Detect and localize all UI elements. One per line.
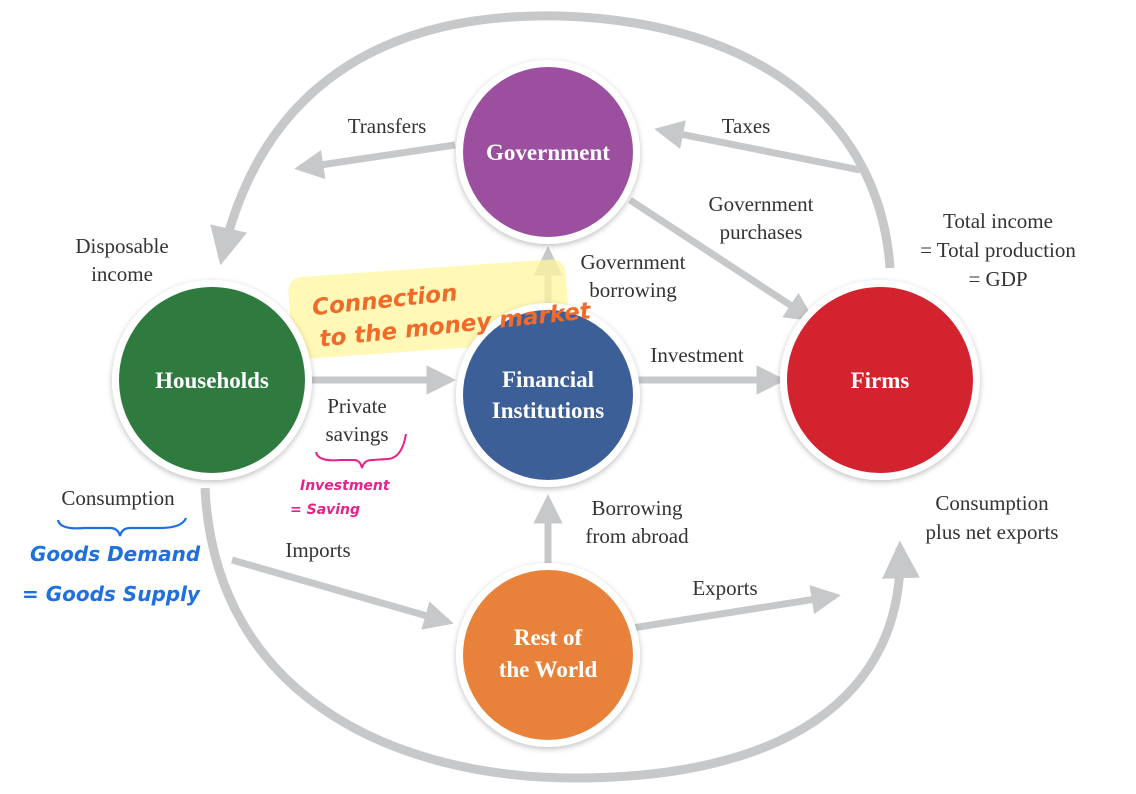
outer-flow-arrows [200,11,920,783]
disposable-income-line2: income [91,262,153,286]
rest-of-world-circle [463,570,633,740]
outer-arc-top [210,11,895,269]
imports-arrow [231,556,454,630]
financial-circle [463,310,633,480]
consumption-net-exports-line1: Consumption [935,491,1049,515]
borrowing-from-abroad-line1: Borrowing [592,496,683,520]
transfers-label: Transfers [348,114,427,138]
node-government: Government [456,60,640,244]
firms-circle [787,287,973,473]
rest-of-world-label-line1: Rest of [514,625,583,650]
disposable-income-line1: Disposable [75,234,168,258]
node-firms: Firms [780,280,980,480]
flow-labels: Transfers Taxes Disposable income Govern… [61,114,1076,600]
taxes-arrow [654,120,861,174]
outer-arc-bottom [200,487,920,783]
government-circle [463,67,633,237]
goods-note-line2: = Goods Supply [22,582,201,606]
government-purchases-arrow [628,197,815,322]
government-borrowing-line1: Government [581,250,686,274]
total-income-line3: = GDP [968,267,1027,291]
government-purchases-line2: purchases [720,220,803,244]
taxes-label: Taxes [722,114,771,138]
consumption-net-exports-line2: plus net exports [926,520,1059,544]
node-rest-of-world: Rest of the World [456,563,640,747]
investment-saving-note-line2: = Saving [290,502,360,518]
node-financial-institutions: Financial Institutions [456,303,640,487]
households-label: Households [155,368,269,393]
government-purchases-line1: Government [709,192,814,216]
borrowing-from-abroad-line2: from abroad [585,524,689,548]
firms-label: Firms [851,368,910,393]
imports-label: Imports [285,538,350,562]
consumption-brace [56,517,188,537]
savings-brace [315,433,407,469]
private-savings-line1: Private [327,394,386,418]
rest-of-world-label-line2: the World [499,657,598,682]
total-income-line2: = Total production [920,238,1076,262]
investment-label: Investment [650,343,743,367]
exports-arrow [631,585,841,632]
financial-label-line1: Financial [502,367,594,392]
private-savings-line2: savings [326,422,389,446]
node-households: Households [112,280,312,480]
consumption-label: Consumption [61,486,175,510]
households-circle [119,287,305,473]
financial-label-line2: Institutions [492,398,605,423]
total-income-line1: Total income [943,209,1053,233]
investment-saving-note-line1: Investment [300,478,391,494]
transfers-arrow [294,141,456,180]
government-label: Government [486,140,610,165]
government-borrowing-line2: borrowing [589,278,677,302]
goods-note-line1: Goods Demand [30,542,201,566]
exports-label: Exports [692,576,757,600]
